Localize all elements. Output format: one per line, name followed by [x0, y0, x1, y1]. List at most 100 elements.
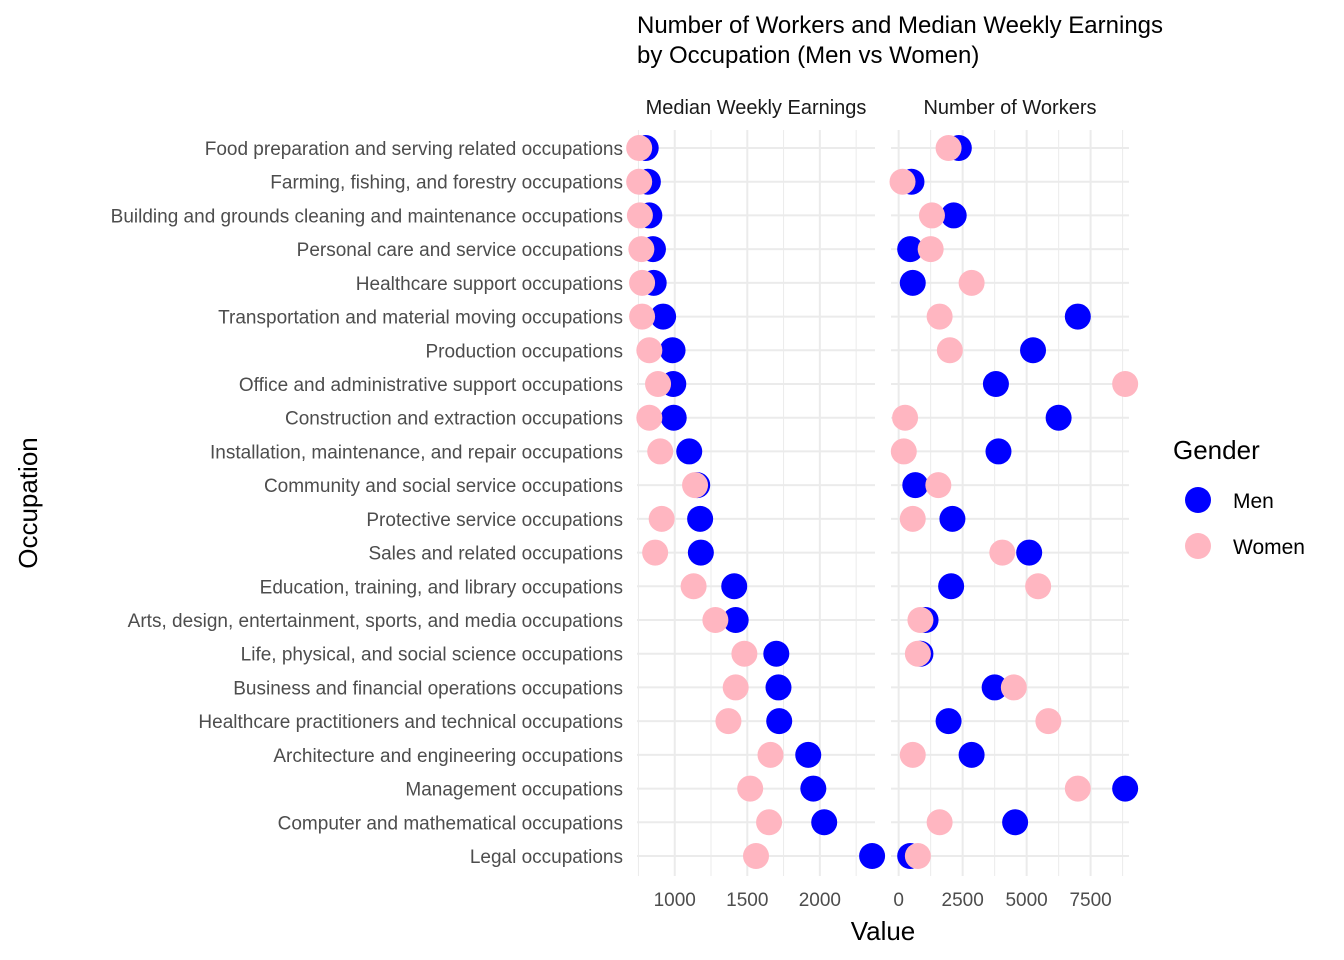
point-men — [938, 573, 965, 600]
point-men — [940, 202, 967, 229]
point-men — [660, 404, 687, 431]
point-men — [985, 438, 1012, 465]
point-women — [936, 337, 963, 364]
point-women — [648, 505, 675, 532]
x-tick-label: 2500 — [942, 890, 984, 911]
point-men — [939, 505, 966, 532]
x-tick-label: 2000 — [799, 890, 841, 911]
point-men — [902, 472, 929, 499]
x-tick-label: 5000 — [1005, 890, 1047, 911]
point-women — [682, 472, 709, 499]
y-tick-label: Arts, design, entertainment, sports, and… — [128, 611, 623, 632]
point-women — [904, 843, 931, 869]
x-tick-label: 1500 — [726, 890, 768, 911]
y-tick-label: Building and grounds cleaning and mainte… — [111, 206, 623, 227]
point-women — [989, 539, 1016, 566]
chart-title-line-1: Number of Workers and Median Weekly Earn… — [637, 12, 1163, 39]
point-men — [800, 775, 827, 802]
point-women — [737, 775, 764, 802]
y-tick-label: Office and administrative support occupa… — [239, 375, 623, 396]
point-men — [1016, 539, 1043, 566]
point-men — [1002, 809, 1029, 836]
legend-key-women — [1185, 533, 1211, 559]
point-women — [626, 135, 653, 161]
x-axis-title: Value — [851, 916, 916, 946]
y-tick-label: Personal care and service occupations — [297, 240, 623, 261]
chart-title-line-2: by Occupation (Men vs Women) — [637, 42, 979, 69]
point-men — [722, 607, 749, 633]
point-men — [1112, 775, 1139, 802]
x-tick-label: 0 — [893, 890, 904, 911]
y-tick-label: Transportation and material moving occup… — [218, 308, 623, 329]
point-women — [1000, 674, 1027, 701]
point-men — [766, 708, 793, 735]
point-men — [1064, 303, 1091, 330]
point-women — [756, 809, 783, 836]
point-men — [659, 337, 686, 364]
point-women — [642, 539, 669, 566]
point-men — [811, 809, 838, 836]
point-women — [743, 843, 769, 869]
point-women — [899, 505, 926, 532]
legend-title: Gender — [1173, 435, 1260, 465]
y-tick-label: Business and financial operations occupa… — [233, 678, 623, 699]
point-women — [715, 708, 742, 735]
point-men — [676, 438, 703, 465]
legend-key-men — [1185, 487, 1211, 513]
y-tick-label: Production occupations — [425, 341, 623, 362]
point-women — [892, 404, 919, 431]
point-women — [907, 607, 934, 633]
point-men — [763, 640, 790, 667]
point-women — [636, 337, 663, 364]
point-men — [897, 236, 924, 263]
y-tick-label: Installation, maintenance, and repair oc… — [210, 442, 623, 463]
y-tick-label: Sales and related occupations — [368, 544, 623, 565]
point-men — [859, 843, 886, 869]
point-men — [650, 303, 677, 330]
point-men — [795, 741, 822, 768]
point-women — [722, 674, 749, 701]
legend: Gender Men Women — [1173, 435, 1305, 559]
point-women — [1064, 775, 1091, 802]
y-tick-label: Farming, fishing, and forestry occupatio… — [270, 173, 623, 194]
panel-label-workers: Number of Workers — [923, 97, 1096, 119]
point-women — [629, 269, 656, 296]
point-women — [890, 438, 917, 465]
point-women — [1112, 371, 1139, 397]
point-women — [645, 371, 672, 397]
point-women — [647, 438, 674, 465]
point-women — [628, 236, 655, 263]
point-women — [731, 640, 758, 667]
point-men — [958, 741, 985, 768]
grid-layer — [637, 130, 1129, 876]
point-women — [1035, 708, 1062, 735]
y-axis-labels: Food preparation and serving related occ… — [111, 139, 623, 868]
point-men — [1045, 404, 1072, 431]
point-men — [687, 505, 714, 532]
y-tick-label: Architecture and engineering occupations — [273, 746, 623, 767]
point-men — [721, 573, 748, 600]
point-women — [899, 741, 926, 768]
legend-label-men: Men — [1233, 490, 1274, 513]
point-women — [904, 640, 931, 667]
point-women — [680, 573, 707, 600]
point-women — [917, 236, 944, 263]
x-axis-labels: 1000 1500 2000 0 2500 5000 7500 — [654, 890, 1112, 911]
point-women — [926, 809, 953, 836]
y-tick-label: Life, physical, and social science occup… — [241, 645, 623, 666]
y-tick-label: Healthcare support occupations — [356, 274, 623, 295]
y-tick-label: Legal occupations — [470, 847, 623, 868]
point-men — [935, 708, 962, 735]
y-tick-label: Healthcare practitioners and technical o… — [198, 712, 623, 733]
point-men — [1020, 337, 1047, 364]
y-tick-label: Construction and extraction occupations — [285, 409, 623, 430]
point-women — [626, 168, 653, 195]
y-tick-label: Education, training, and library occupat… — [260, 577, 623, 598]
point-men — [899, 269, 926, 296]
point-men — [981, 674, 1008, 701]
x-tick-label: 7500 — [1069, 890, 1111, 911]
point-women — [1025, 573, 1052, 600]
x-tick-label: 1000 — [654, 890, 696, 911]
point-women — [757, 741, 784, 768]
